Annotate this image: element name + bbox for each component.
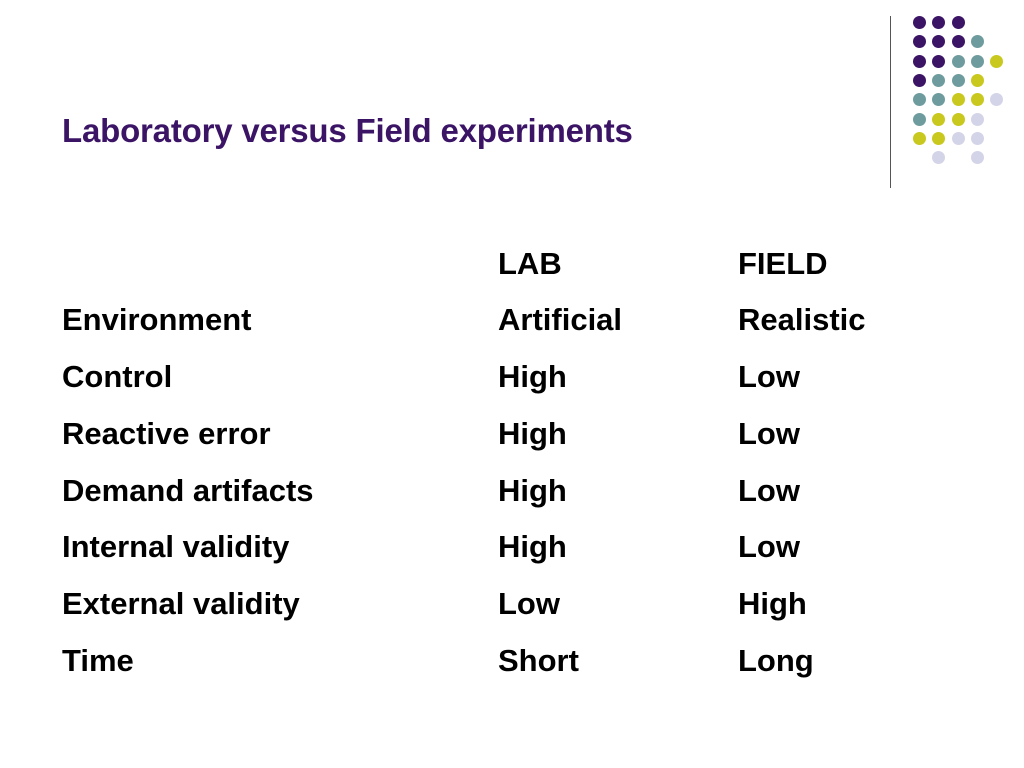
decorative-dot [951, 93, 965, 107]
decorative-dot [970, 73, 984, 87]
lab-value: High [498, 473, 567, 508]
field-value: High [738, 586, 807, 621]
row-label: Reactive error [62, 416, 271, 451]
decorative-dot [913, 93, 926, 107]
field-value: Realistic [738, 302, 866, 337]
decorative-dot [970, 93, 984, 107]
decorative-dot [932, 112, 946, 126]
decorative-dot [913, 131, 926, 145]
decorative-dot [970, 151, 984, 165]
decorative-dot [932, 131, 946, 145]
decorative-dot [990, 93, 1004, 107]
row-label: Demand artifacts [62, 473, 314, 508]
decorative-dot [932, 16, 946, 29]
decorative-dot [932, 54, 946, 68]
lab-value: High [498, 416, 567, 451]
row-label: Control [62, 359, 173, 394]
lab-value: High [498, 359, 567, 394]
lab-value: Short [498, 643, 579, 678]
decorative-dot [951, 131, 965, 145]
decorative-dot [913, 112, 926, 126]
field-value: Low [738, 473, 800, 508]
decorative-dot [951, 54, 965, 68]
decorative-dot [913, 54, 926, 68]
header-field: FIELD [738, 246, 828, 281]
field-value: Low [738, 529, 800, 564]
lab-value: High [498, 529, 567, 564]
decorative-dot [913, 73, 926, 87]
decorative-dot [913, 35, 926, 49]
decorative-dot [970, 35, 984, 49]
lab-value: Artificial [498, 302, 623, 337]
title-divider [890, 16, 891, 188]
slide-title: Laboratory versus Field experiments [62, 112, 633, 149]
row-label: Internal validity [62, 529, 290, 564]
decorative-dot [970, 112, 984, 126]
decorative-dot [913, 16, 926, 29]
decorative-dot [951, 35, 965, 49]
field-value: Low [738, 359, 800, 394]
row-label: Environment [62, 302, 252, 337]
decorative-dot [970, 54, 984, 68]
decorative-dot [932, 35, 946, 49]
dot-grid-decoration [0, 0, 1024, 200]
decorative-dot [951, 73, 965, 87]
row-label: External validity [62, 586, 300, 621]
decorative-dot [932, 73, 946, 87]
decorative-dot [970, 131, 984, 145]
field-value: Long [738, 643, 814, 678]
field-value: Low [738, 416, 800, 451]
lab-value: Low [498, 586, 560, 621]
decorative-dot [951, 16, 965, 29]
header-lab: LAB [498, 246, 562, 281]
decorative-dot [951, 112, 965, 126]
decorative-dot [932, 151, 946, 165]
decorative-dot [990, 54, 1004, 68]
decorative-dot [932, 93, 946, 107]
row-label: Time [62, 643, 134, 678]
